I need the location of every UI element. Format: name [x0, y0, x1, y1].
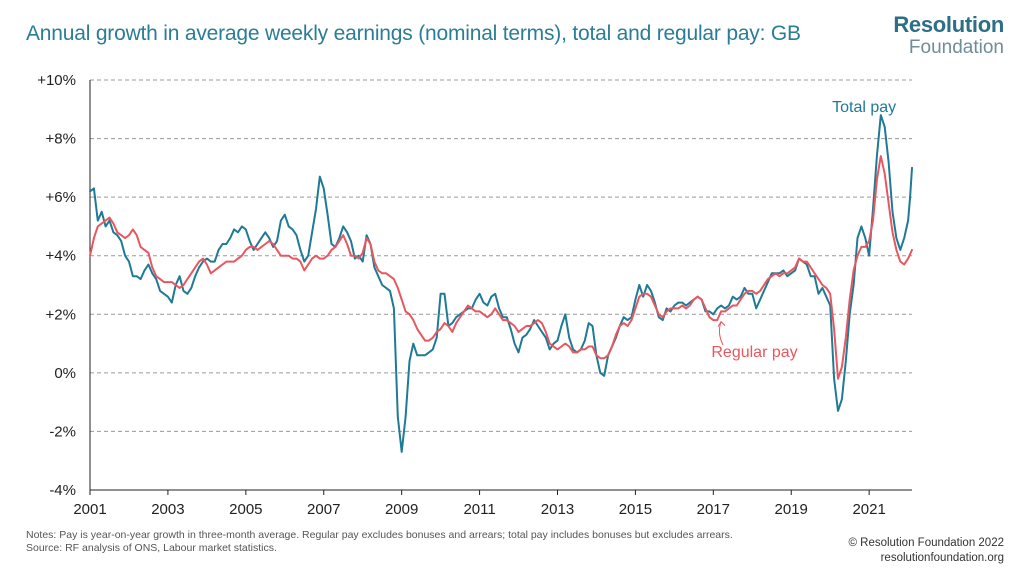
x-tick-label: 2017	[697, 501, 730, 518]
y-tick-label: +4%	[46, 248, 76, 265]
regular-pay-label: Regular pay	[711, 344, 797, 361]
regular-pay-pointer-head	[717, 320, 726, 327]
series-lines	[89, 114, 913, 453]
x-tick-label: 2003	[151, 501, 184, 518]
y-tick-label: +8%	[46, 131, 76, 148]
x-tick-label: 2015	[619, 501, 652, 518]
regular-pay-series-line	[89, 155, 913, 380]
source-text: Source: RF analysis of ONS, Labour marke…	[26, 542, 277, 554]
total-pay-series-line	[89, 114, 913, 453]
copyright-text: © Resolution Foundation 2022	[848, 537, 1004, 549]
x-tick-label: 2005	[229, 501, 262, 518]
notes-text: Notes: Pay is year-on-year growth in thr…	[26, 529, 733, 541]
x-tick-label: 2011	[463, 501, 495, 518]
y-tick-label: +10%	[37, 72, 76, 89]
y-tick-label: -2%	[49, 423, 76, 440]
y-tick-label: +6%	[46, 189, 76, 206]
axes	[89, 80, 912, 495]
y-tick-label: -4%	[49, 482, 76, 499]
credit: © Resolution Foundation 2022 resolutionf…	[848, 536, 1004, 566]
total-pay-label: Total pay	[832, 99, 896, 116]
y-tick-labels: +10% +8% +6% +4% +2% 0% -2% -4%	[37, 72, 76, 499]
x-tick-label: 2007	[307, 501, 340, 518]
x-tick-label: 2013	[541, 501, 574, 518]
website-text: resolutionfoundation.org	[880, 552, 1004, 564]
y-tick-label: 0%	[54, 365, 76, 382]
y-tick-label: +2%	[46, 306, 76, 323]
x-tick-labels: 2001 2003 2005 2007 2009 2011 2013 2015 2017 2019…	[73, 501, 886, 518]
chart-title: Annual growth in average weekly earnings…	[26, 22, 801, 45]
logo-line-1: Resolution	[893, 12, 1004, 37]
resolution-foundation-logo: Resolution Foundation	[893, 12, 1004, 58]
x-tick-label: 2009	[385, 501, 418, 518]
x-tick-label: 2021	[852, 501, 885, 518]
x-tick-label: 2001	[73, 501, 106, 518]
logo-line-2: Foundation	[908, 37, 1004, 58]
x-tick-label: 2019	[775, 501, 808, 518]
annotations: Total pay Regular pay	[711, 99, 896, 361]
chart-notes: Notes: Pay is year-on-year growth in thr…	[26, 529, 733, 555]
gridlines	[90, 79, 912, 432]
regular-pay-pointer	[718, 321, 724, 346]
